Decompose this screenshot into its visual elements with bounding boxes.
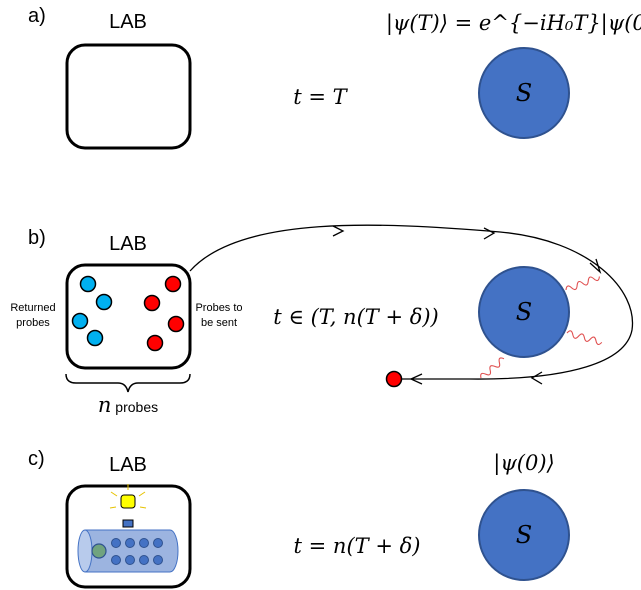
light-bulb-icon bbox=[120, 494, 136, 509]
trajectory-arrow bbox=[589, 258, 602, 275]
bulb-rays bbox=[109, 484, 147, 509]
panel-a-state-equation: |ψ(T)⟩ = e^{−iH₀T}|ψ(0)⟩ bbox=[386, 11, 641, 36]
probe-trajectory bbox=[189, 224, 634, 380]
panel-c-system-label: S bbox=[516, 521, 532, 549]
panel-a-time-label: t = T bbox=[293, 85, 348, 109]
panel-b-system-label: S bbox=[516, 298, 532, 326]
detector-probe-slot bbox=[139, 538, 149, 548]
outgoing-probe bbox=[164, 275, 182, 293]
trajectory-arrow bbox=[483, 227, 496, 240]
panel-c-lab-title: LAB bbox=[109, 454, 147, 476]
returned-probe bbox=[71, 312, 89, 330]
detector-apparatus bbox=[77, 484, 179, 573]
outgoing-probe bbox=[143, 294, 161, 312]
returned-probe bbox=[86, 329, 104, 347]
trajectory-arrow bbox=[332, 225, 345, 237]
panel-c: c) LAB bbox=[28, 448, 570, 589]
interaction-squiggle bbox=[565, 276, 600, 291]
returning-probe bbox=[385, 370, 403, 388]
outgoing-probe bbox=[167, 315, 185, 333]
detector-probe-slot bbox=[111, 555, 121, 565]
panel-a: a) LAB t = T |ψ(T)⟩ = e^{−iH₀T}|ψ(0)⟩ S bbox=[28, 5, 641, 150]
detector-probe-slot bbox=[111, 538, 121, 548]
panel-c-label: c) bbox=[28, 448, 45, 470]
panel-b-lab-title: LAB bbox=[109, 233, 147, 255]
interaction-squiggle bbox=[480, 357, 505, 379]
detector-probe-slot bbox=[153, 538, 163, 548]
trajectory-arrow bbox=[409, 373, 423, 385]
detector-probe-slot bbox=[91, 543, 107, 559]
detector-probe-slot bbox=[153, 555, 163, 565]
panel-a-lab-box bbox=[65, 43, 192, 150]
panel-b: b) LAB Returned probes Probes to be sent… bbox=[10, 224, 634, 417]
probes-to-send-label-line1: Probes to bbox=[195, 302, 242, 314]
panel-b-time-label: t ∈ (T, n(T + δ)) bbox=[273, 305, 439, 329]
returned-probes-label-line1: Returned bbox=[10, 302, 55, 314]
probes-to-send-label-line2: be sent bbox=[201, 317, 237, 329]
panel-a-system-label: S bbox=[516, 79, 532, 107]
detector-probe-slot bbox=[139, 555, 149, 565]
n-probes-brace bbox=[65, 373, 191, 393]
returned-probe bbox=[95, 293, 113, 311]
returned-probes-label-line2: probes bbox=[16, 317, 50, 329]
panel-c-state-label: |ψ(0)⟩ bbox=[493, 451, 554, 476]
trajectory-arrow bbox=[530, 371, 543, 385]
detector-probe-slot bbox=[125, 555, 135, 565]
panel-a-system-circle bbox=[478, 47, 570, 139]
panel-a-label: a) bbox=[28, 5, 46, 27]
detector-probe-slot bbox=[125, 538, 135, 548]
bulb-socket bbox=[122, 519, 134, 528]
panel-c-time-label: t = n(T + δ) bbox=[294, 534, 421, 558]
returned-probe bbox=[79, 275, 97, 293]
panel-b-label: b) bbox=[28, 227, 46, 249]
panel-a-lab-title: LAB bbox=[109, 11, 147, 33]
detector-cylinder-end bbox=[77, 529, 93, 573]
n-probes-label: n probes bbox=[98, 393, 158, 417]
panel-c-system-circle bbox=[478, 489, 570, 581]
interaction-squiggle bbox=[566, 330, 603, 346]
outgoing-probe bbox=[146, 334, 164, 352]
panel-b-system-circle bbox=[478, 266, 570, 358]
